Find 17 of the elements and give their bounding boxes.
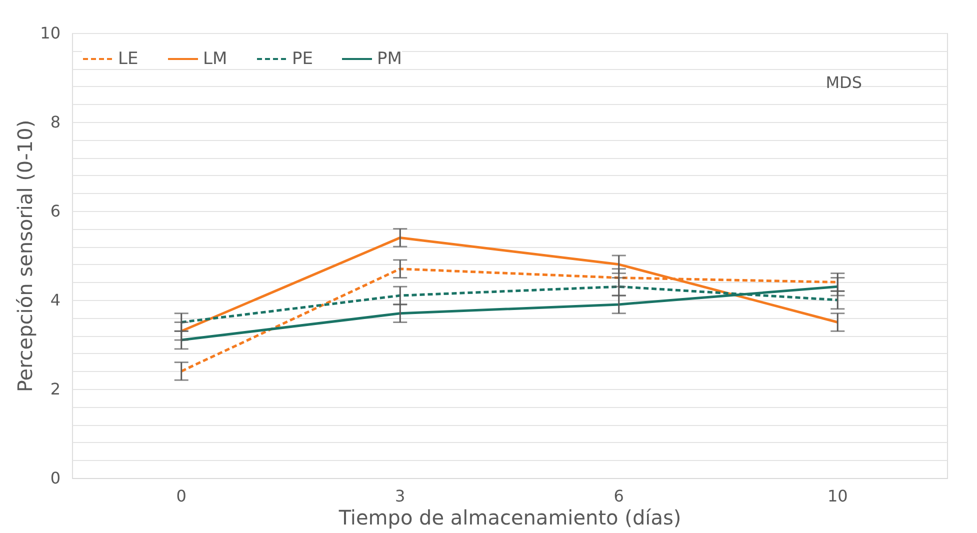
x-tick-label: 10	[827, 486, 848, 506]
legend-label: PE	[292, 49, 313, 69]
y-tick-label: 10	[40, 24, 60, 42]
legend-label: LE	[118, 49, 138, 69]
y-axis-title: Percepción sensorial (0-10)	[13, 120, 38, 392]
y-tick-label: 0	[50, 468, 60, 488]
annotation: MDS	[826, 73, 862, 92]
x-tick-label: 6	[614, 486, 624, 506]
y-tick-label: 8	[50, 112, 60, 132]
x-axis-title: Tiempo de almacenamiento (días)	[338, 506, 682, 530]
x-tick-label: 3	[395, 486, 406, 506]
legend-label: PM	[377, 49, 402, 69]
legend-label: LM	[203, 49, 228, 69]
y-tick-label: 2	[50, 380, 60, 398]
y-tick-label: 4	[50, 290, 60, 310]
x-tick-label: 0	[176, 486, 186, 506]
y-tick-label: 6	[50, 202, 60, 220]
